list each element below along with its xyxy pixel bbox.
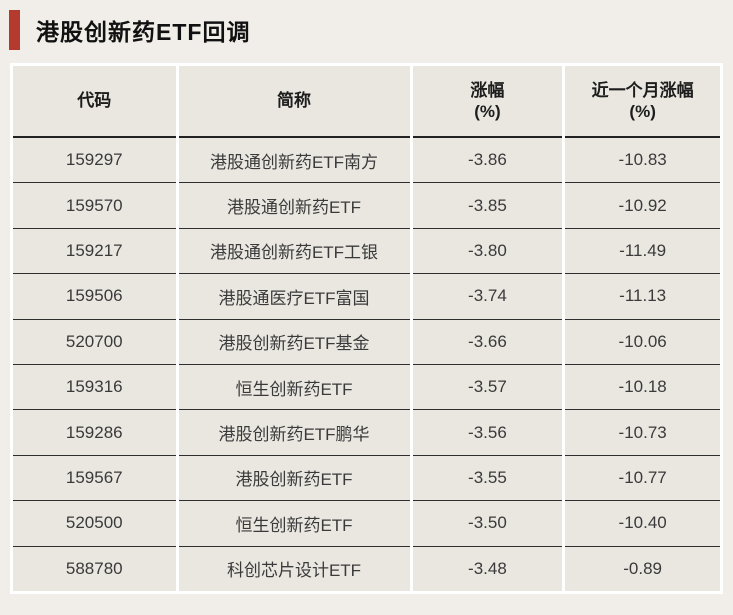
cell-monthly-change: -10.92 [565,183,720,229]
cell-change: -3.56 [412,410,563,456]
cell-monthly-change: -10.73 [565,410,720,456]
cell-code: 520500 [13,501,176,547]
col-header-change-sublabel: (%) [474,102,501,121]
col-header-change-label: 涨幅 [470,80,505,100]
cell-monthly-change: -0.89 [565,546,720,591]
cell-name: 港股通创新药ETF [178,183,410,229]
col-header-code: 代码 [13,66,176,138]
cell-change: -3.57 [412,364,563,411]
cell-monthly-change: -11.13 [565,274,720,320]
page-title: 港股创新药ETF回调 [36,19,251,45]
cell-change: -3.74 [412,274,563,320]
col-header-name: 简称 [178,66,410,138]
cell-code: 159217 [13,228,176,275]
cell-code: 159567 [13,455,176,502]
cell-monthly-change: -10.40 [565,501,720,547]
cell-monthly-change: -10.77 [565,455,720,502]
cell-code: 159316 [13,364,176,411]
cell-name: 科创芯片设计ETF [178,546,410,591]
col-header-monthly-change-sublabel: (%) [629,102,656,121]
col-header-name-label: 简称 [277,91,312,111]
title-accent-bar [9,10,20,50]
cell-name: 港股通医疗ETF富国 [178,274,410,320]
cell-code: 159506 [13,274,176,320]
cell-code: 159297 [13,138,176,184]
cell-code: 588780 [13,546,176,591]
cell-monthly-change: -10.18 [565,364,720,411]
cell-change: -3.55 [412,455,563,502]
cell-change: -3.48 [412,546,563,591]
cell-change: -3.66 [412,319,563,365]
col-header-monthly-change-label: 近一个月涨幅 [591,80,694,100]
cell-change: -3.50 [412,501,563,547]
cell-monthly-change: -11.49 [565,228,720,275]
cell-name: 港股通创新药ETF南方 [178,138,410,184]
cell-name: 港股创新药ETF [178,455,410,502]
col-header-monthly-change: 近一个月涨幅 (%) [565,66,720,138]
cell-code: 159286 [13,410,176,456]
cell-change: -3.85 [412,183,563,229]
cell-monthly-change: -10.06 [565,319,720,365]
cell-name: 港股创新药ETF鹏华 [178,410,410,456]
cell-monthly-change: -10.83 [565,138,720,184]
cell-name: 港股通创新药ETF工银 [178,228,410,275]
article-section-header: 港股创新药ETF回调 [9,9,733,51]
etf-table: 代码 简称 涨幅 (%) 近一个月涨幅 (%) 159297 港股通创新药ETF… [10,63,723,594]
cell-code: 520700 [13,319,176,365]
cell-name: 恒生创新药ETF [178,364,410,411]
cell-change: -3.80 [412,228,563,275]
cell-name: 恒生创新药ETF [178,501,410,547]
cell-name: 港股创新药ETF基金 [178,319,410,365]
cell-change: -3.86 [412,138,563,184]
col-header-change: 涨幅 (%) [412,66,563,138]
cell-code: 159570 [13,183,176,229]
col-header-code-label: 代码 [77,91,112,111]
